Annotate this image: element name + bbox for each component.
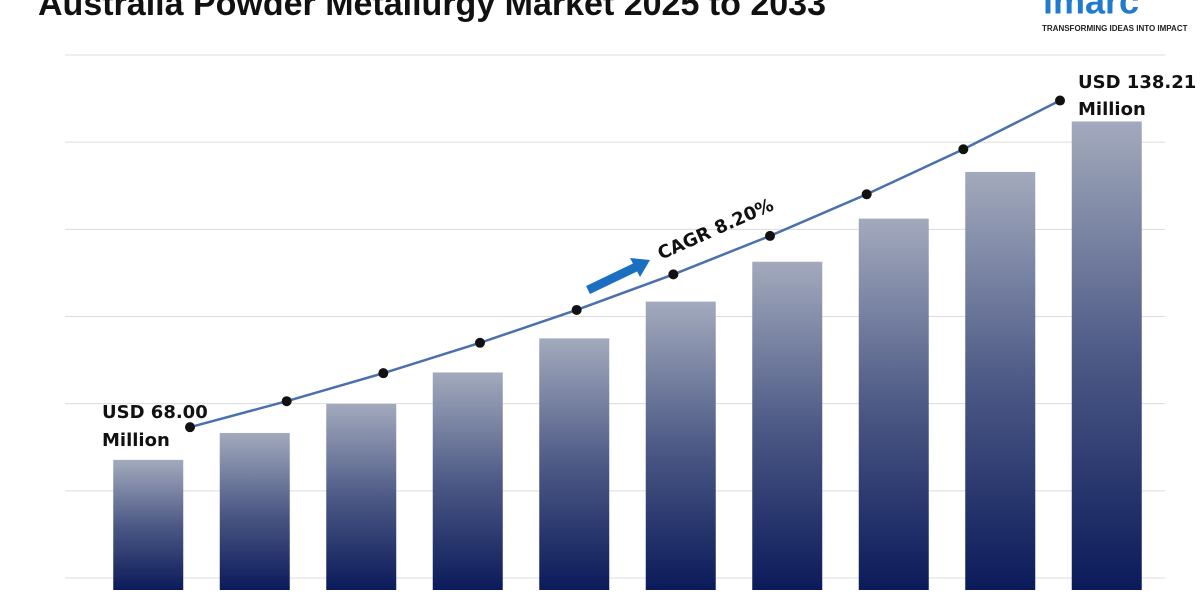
line [189, 99, 1061, 429]
cagr-arrow-head [630, 258, 650, 277]
line-point [765, 230, 775, 241]
annotation: USD 138.21 [1078, 72, 1196, 93]
bar [965, 171, 1036, 590]
bar [1071, 121, 1142, 590]
bars [113, 121, 1142, 590]
line-point [668, 269, 679, 280]
line-point [861, 189, 872, 200]
bar [858, 218, 929, 590]
bar [326, 403, 397, 590]
line-point [958, 144, 969, 155]
bar [645, 301, 716, 590]
cagr-arrow [586, 262, 638, 295]
annotation: Million [1078, 99, 1146, 120]
bar [432, 372, 503, 590]
bar [113, 459, 184, 590]
annotation: USD 68.00 [102, 402, 208, 423]
line-layer [185, 95, 1065, 433]
line-point [475, 337, 485, 348]
line-point [378, 368, 389, 379]
bar [539, 338, 610, 590]
line-point [1055, 95, 1065, 106]
logo: imarc [1043, 0, 1139, 22]
logo-tagline: TRANSFORMING IDEAS INTO IMPACT [1042, 24, 1188, 33]
chart-title: Australia Powder Metallurgy Market 2025 … [38, 0, 826, 23]
annotation: Million [102, 430, 170, 451]
line-point [571, 304, 582, 315]
bar [219, 432, 290, 590]
line-point [185, 422, 195, 433]
bar [752, 261, 823, 590]
line-point [281, 396, 292, 407]
